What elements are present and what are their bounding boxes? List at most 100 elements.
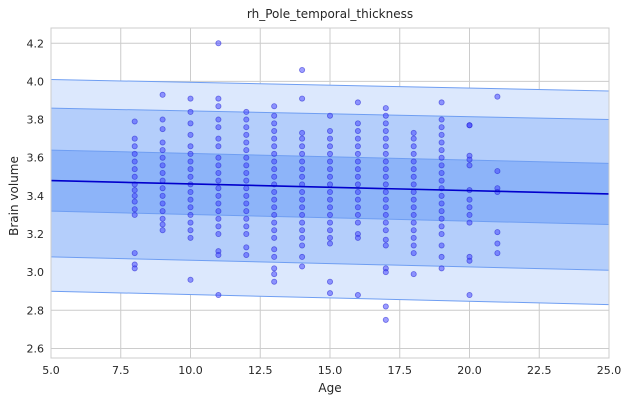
data-point: [159, 192, 166, 199]
data-point: [494, 240, 501, 247]
data-point: [131, 118, 138, 125]
data-point: [410, 181, 417, 188]
data-point: [354, 143, 361, 150]
data-point: [243, 177, 250, 184]
data-point: [438, 231, 445, 238]
data-point: [271, 278, 278, 285]
x-tick-label: 22.5: [527, 364, 552, 377]
data-point: [159, 200, 166, 207]
data-point: [243, 162, 250, 169]
data-point: [187, 227, 194, 234]
data-point: [243, 208, 250, 215]
data-point: [410, 234, 417, 241]
data-point: [215, 292, 222, 299]
data-point: [187, 143, 194, 150]
data-point: [354, 211, 361, 218]
data-point: [271, 196, 278, 203]
data-point: [410, 158, 417, 165]
data-point: [410, 250, 417, 257]
data-point: [159, 227, 166, 234]
y-tick-label: 4.2: [27, 37, 45, 50]
data-point: [466, 257, 473, 264]
data-point: [466, 196, 473, 203]
data-point: [354, 181, 361, 188]
data-point: [326, 240, 333, 247]
data-point: [215, 200, 222, 207]
data-point: [494, 229, 501, 236]
y-tick-label: 3.8: [27, 114, 45, 127]
data-point: [326, 166, 333, 173]
data-point: [215, 192, 222, 199]
data-point: [299, 135, 306, 142]
data-point: [382, 219, 389, 226]
data-point: [159, 126, 166, 133]
x-tick-label: 7.5: [112, 364, 130, 377]
data-point: [159, 177, 166, 184]
data-point: [326, 150, 333, 157]
data-point: [438, 116, 445, 123]
data-point: [354, 292, 361, 299]
data-point: [271, 265, 278, 272]
data-point: [131, 143, 138, 150]
data-point: [215, 124, 222, 131]
data-point: [299, 211, 306, 218]
x-tick-label: 12.5: [248, 364, 273, 377]
data-point: [354, 204, 361, 211]
data-point: [243, 251, 250, 258]
data-point: [243, 124, 250, 131]
x-tick-labels: 5.0 7.5 10.0 12.5 15.0 17.5 20.0 22.5 25.0: [42, 364, 621, 377]
data-point: [187, 158, 194, 165]
data-point: [354, 189, 361, 196]
data-point: [131, 150, 138, 157]
data-point: [243, 116, 250, 123]
data-point: [159, 208, 166, 215]
data-point: [187, 120, 194, 127]
data-point: [382, 158, 389, 165]
data-point: [271, 246, 278, 253]
data-point: [382, 227, 389, 234]
data-point: [159, 169, 166, 176]
data-point: [326, 158, 333, 165]
data-point: [354, 196, 361, 203]
data-point: [326, 234, 333, 241]
data-point: [382, 105, 389, 112]
data-point: [299, 263, 306, 270]
y-tick-label: 3.6: [27, 152, 45, 165]
data-point: [299, 129, 306, 136]
data-point: [187, 131, 194, 138]
data-point: [215, 154, 222, 161]
data-point: [159, 116, 166, 123]
data-point: [410, 242, 417, 249]
data-point: [354, 120, 361, 127]
data-point: [466, 204, 473, 211]
data-point: [326, 219, 333, 226]
band-lower-edge: [50, 256, 610, 271]
data-point: [438, 124, 445, 131]
y-tick-label: 2.6: [27, 342, 45, 355]
data-point: [326, 196, 333, 203]
data-point: [131, 166, 138, 173]
data-point: [382, 269, 389, 276]
data-point: [438, 177, 445, 184]
data-point: [243, 108, 250, 115]
data-point: [382, 135, 389, 142]
data-point: [215, 223, 222, 230]
data-point: [215, 95, 222, 102]
y-tick-label: 4.0: [27, 75, 45, 88]
data-point: [410, 227, 417, 234]
y-tick-label: 3.0: [27, 266, 45, 279]
data-point: [326, 227, 333, 234]
data-point: [299, 204, 306, 211]
data-point: [215, 143, 222, 150]
data-point: [271, 150, 278, 157]
data-point: [299, 173, 306, 180]
data-point: [354, 158, 361, 165]
data-point: [354, 234, 361, 241]
data-point: [271, 234, 278, 241]
x-tick-label: 17.5: [388, 364, 413, 377]
data-point: [354, 135, 361, 142]
data-point: [187, 108, 194, 115]
y-axis-label: Brain volume: [7, 156, 21, 236]
data-point: [243, 169, 250, 176]
data-point: [326, 143, 333, 150]
